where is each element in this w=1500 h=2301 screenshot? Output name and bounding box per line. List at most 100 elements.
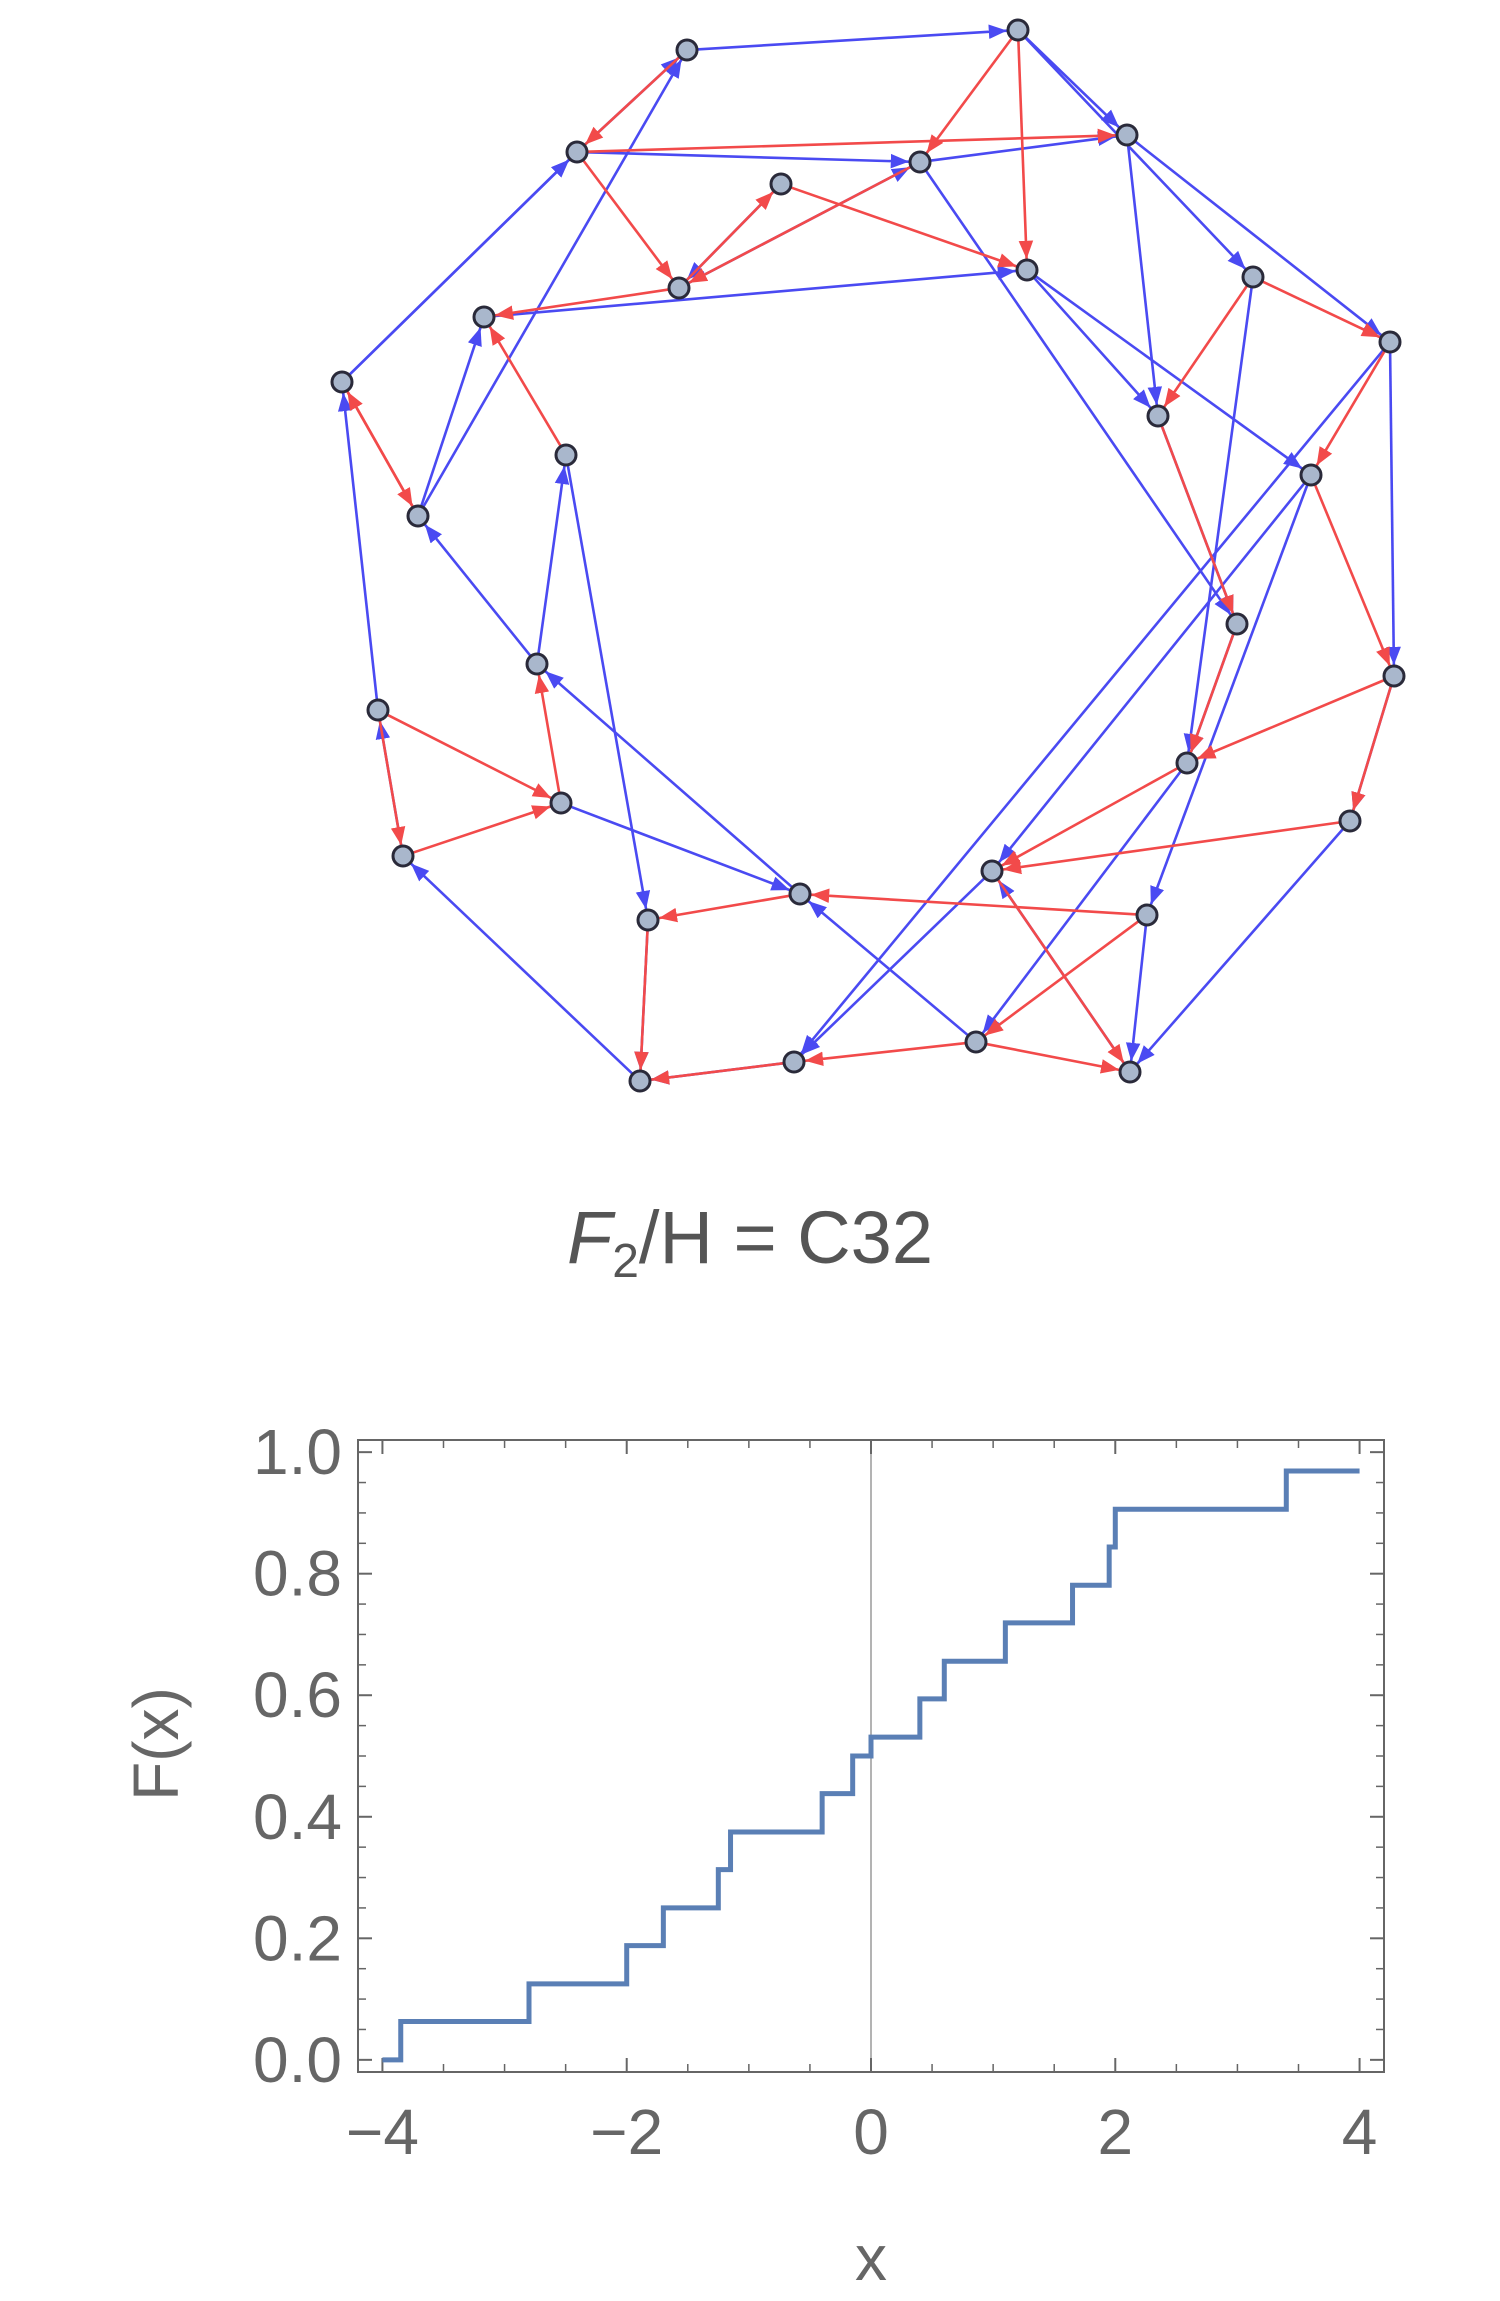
blue-edge <box>410 862 634 1076</box>
graph-node <box>472 305 496 329</box>
blue-edge <box>1023 36 1247 270</box>
graph-node <box>628 1069 652 1093</box>
y-tick-label: 0.4 <box>253 1781 342 1853</box>
graph-node <box>675 38 699 62</box>
blue-edge <box>1183 286 1253 753</box>
blue-edge <box>1126 144 1163 406</box>
graph-node <box>667 276 691 300</box>
red-edge <box>688 165 912 285</box>
red-edge <box>984 919 1140 1037</box>
blue-edge <box>924 169 1232 616</box>
graph-node <box>554 443 578 467</box>
graph-node <box>1241 265 1265 289</box>
x-tick-label: −4 <box>346 2096 419 2168</box>
blue-edge <box>800 348 1385 1055</box>
blue-edge <box>1149 483 1309 906</box>
blue-edge <box>569 805 791 892</box>
red-edge <box>1000 766 1179 867</box>
y-tick-label: 0.0 <box>253 2024 342 2096</box>
red-edge <box>650 1061 785 1085</box>
graph-node <box>1299 463 1323 487</box>
x-tick-label: −2 <box>590 2096 663 2168</box>
blue-edge <box>544 670 794 889</box>
blue-edge <box>696 24 1008 51</box>
caption-quotient-text: /H = C32 <box>638 1196 933 1279</box>
graph-node <box>1115 123 1139 147</box>
graph-node <box>782 1050 806 1074</box>
graph-node <box>788 882 812 906</box>
blue-edge <box>419 327 482 507</box>
caption-group-symbol: F <box>567 1196 613 1279</box>
blue-edge <box>421 58 683 508</box>
blue-edge <box>1386 351 1401 666</box>
graph-node <box>1378 330 1402 354</box>
graph-node <box>636 908 660 932</box>
quotient-graph-diagram <box>330 18 1406 1093</box>
y-tick-label: 0.2 <box>253 1902 342 1974</box>
cdf-step-line <box>382 1468 1360 2063</box>
graph-node <box>1382 664 1406 688</box>
y-axis-title: F(x) <box>120 1687 192 1801</box>
graph-node <box>1015 258 1039 282</box>
blue-edge <box>348 158 571 376</box>
red-edge <box>810 888 1138 916</box>
graph-node <box>1006 18 1030 42</box>
blue-edge <box>981 770 1183 1035</box>
red-edge <box>804 1041 967 1067</box>
red-edge <box>586 128 1117 153</box>
blue-edge <box>1034 274 1303 470</box>
red-edge <box>534 674 561 794</box>
blue-edge <box>1032 276 1152 409</box>
graph-node <box>1175 751 1199 775</box>
graph-node <box>549 791 573 815</box>
blue-edge <box>586 150 910 169</box>
red-edge <box>488 325 563 448</box>
graph-node <box>525 652 549 676</box>
blue-edge <box>1136 827 1345 1065</box>
blue-edge <box>1125 924 1148 1062</box>
red-edge <box>581 159 674 280</box>
red-edge <box>1196 678 1386 760</box>
blue-edge <box>997 481 1306 864</box>
blue-edge <box>337 392 379 701</box>
blue-edge <box>1024 36 1120 129</box>
graph-node <box>330 370 354 394</box>
y-tick-label: 1.0 <box>253 1416 342 1488</box>
axis-ticks <box>358 1440 1384 2072</box>
red-edge <box>985 1042 1120 1074</box>
series-cdf <box>382 1468 1360 2063</box>
graph-node <box>366 698 390 722</box>
red-edge <box>1315 349 1387 467</box>
red-edge <box>1189 632 1235 754</box>
blue-edge <box>807 900 970 1037</box>
red-edge <box>1160 424 1235 615</box>
blue-edge <box>801 877 986 1056</box>
graph-node <box>1146 404 1170 428</box>
blue-edge <box>423 523 532 658</box>
red-edge <box>584 55 681 146</box>
figure-caption: F2/H = C32 <box>0 1195 1500 1289</box>
red-edge <box>494 288 670 320</box>
red-edge <box>996 878 1125 1064</box>
y-tick-label: 0.6 <box>253 1659 342 1731</box>
graph-node <box>391 844 415 868</box>
graph-node <box>1118 1060 1142 1084</box>
red-edge <box>386 713 552 800</box>
graph-node <box>406 504 430 528</box>
graph-node <box>769 172 793 196</box>
red-edge <box>634 929 649 1071</box>
x-tick-label: 0 <box>853 2096 889 2168</box>
red-edges <box>345 37 1393 1085</box>
red-edge <box>1351 685 1393 811</box>
graph-node <box>964 1030 988 1054</box>
red-edge <box>790 186 1018 268</box>
red-edge <box>1017 39 1034 260</box>
graph-node <box>1338 809 1362 833</box>
x-tick-label: 2 <box>1097 2096 1133 2168</box>
caption-subscript: 2 <box>612 1235 639 1288</box>
tick-labels: −4 −2 0 2 4 0.0 0.2 0.4 0.6 0.8 1.0 <box>253 1416 1377 2168</box>
red-edge <box>1261 280 1381 339</box>
graph-node <box>908 150 932 174</box>
red-edge <box>412 805 551 855</box>
red-edge <box>658 894 791 923</box>
